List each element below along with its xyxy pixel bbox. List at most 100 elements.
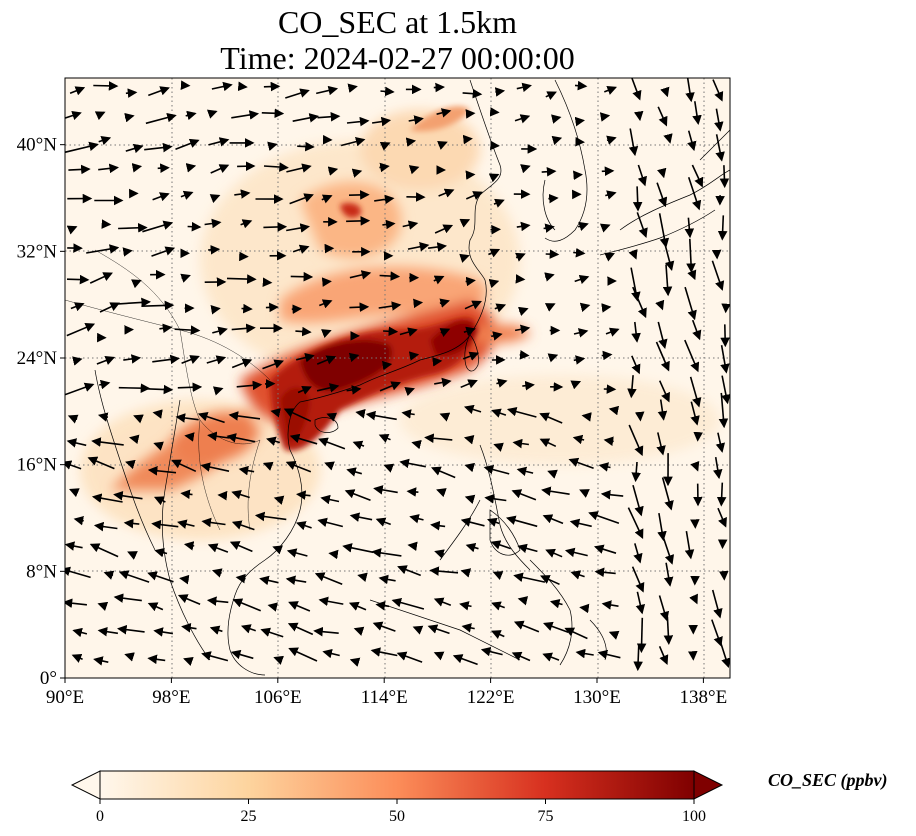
wind-arrow — [573, 328, 589, 338]
wind-arrow — [656, 432, 666, 456]
wind-arrow — [605, 190, 617, 200]
wind-arrow — [434, 377, 452, 388]
wind-arrow — [486, 517, 500, 527]
wind-arrow — [212, 326, 228, 336]
wind-arrow — [206, 109, 218, 119]
wind-arrow — [93, 521, 118, 532]
wind-arrow — [153, 441, 164, 451]
wind-arrow — [405, 137, 417, 147]
wind-arrow — [152, 409, 163, 419]
wind-arrow — [465, 543, 479, 553]
y-tick-label: 0° — [40, 668, 57, 689]
wind-arrow — [568, 457, 594, 469]
wind-arrow — [588, 511, 620, 524]
wind-arrow — [433, 597, 452, 607]
x-tick-label: 98°E — [152, 687, 190, 708]
wind-arrow — [317, 111, 341, 122]
wind-arrow — [517, 306, 529, 316]
wind-arrow — [349, 270, 372, 280]
wind-arrow — [65, 541, 83, 551]
wind-arrow — [72, 627, 88, 638]
wind-arrow — [348, 601, 367, 611]
wind-arrow — [459, 218, 471, 228]
wind-arrow — [231, 110, 260, 120]
wind-arrow — [492, 571, 504, 580]
wind-arrow — [661, 477, 674, 511]
wind-arrow — [231, 490, 250, 500]
wind-arrow — [125, 459, 136, 470]
wind-arrow — [605, 327, 620, 337]
colorbar-gradient — [99, 770, 695, 800]
wind-arrow — [460, 568, 472, 578]
wind-arrow — [209, 625, 223, 635]
wind-arrow — [206, 355, 227, 365]
wind-arrow — [66, 225, 78, 235]
wind-arrow — [483, 464, 510, 475]
wind-arrow — [547, 469, 558, 479]
wind-arrow — [154, 548, 168, 558]
wind-arrow — [603, 436, 614, 446]
wind-arrow — [145, 112, 177, 125]
wind-arrow — [452, 654, 478, 666]
wind-arrow — [488, 173, 500, 183]
wind-arrow — [71, 653, 83, 663]
wind-arrow — [635, 591, 646, 615]
wind-arrow — [113, 491, 143, 501]
wind-arrow — [125, 88, 138, 98]
wind-arrow — [207, 431, 230, 442]
wind-arrow — [288, 601, 311, 612]
wind-arrow — [185, 163, 197, 173]
wind-arrow — [574, 80, 588, 91]
wind-arrow — [581, 412, 592, 422]
wind-arrow — [631, 78, 642, 101]
wind-arrow — [633, 543, 643, 564]
wind-arrow — [488, 278, 500, 289]
wind-arrow — [427, 624, 450, 635]
wind-arrow — [197, 412, 225, 424]
x-tick-label: 106°E — [254, 687, 302, 708]
wind-arrow — [371, 548, 402, 558]
wind-arrow — [206, 596, 229, 606]
wind-arrow — [379, 271, 401, 281]
wind-arrow — [657, 167, 667, 179]
colorbar: 0 25 50 75 100 — [70, 770, 724, 825]
wind-arrow — [175, 413, 199, 423]
wind-arrow — [124, 652, 135, 662]
wind-arrow — [153, 627, 174, 637]
wind-arrow — [232, 598, 261, 612]
wind-arrow — [573, 247, 586, 258]
wind-arrow — [353, 626, 365, 636]
wind-arrow — [407, 541, 418, 552]
wind-arrow — [319, 299, 333, 309]
wind-arrow — [127, 551, 138, 560]
wind-arrow — [505, 515, 538, 528]
wind-arrow — [241, 303, 253, 314]
wind-arrow — [657, 106, 668, 127]
wind-arrow — [349, 302, 370, 312]
wind-arrow — [465, 109, 476, 119]
wind-arrow — [68, 164, 91, 175]
y-tick-label: 16°N — [17, 455, 58, 476]
wind-arrow — [628, 424, 644, 457]
wind-arrow — [117, 624, 145, 635]
wind-arrow — [512, 438, 530, 449]
wind-arrow — [545, 548, 563, 558]
wind-arrow — [327, 166, 339, 176]
wind-arrow — [491, 601, 505, 611]
wind-arrow — [96, 355, 116, 365]
wind-arrow — [692, 101, 702, 125]
wind-arrow — [318, 596, 344, 607]
wind-arrow — [226, 433, 256, 443]
wind-arrow — [348, 190, 370, 200]
wind-arrow — [657, 321, 668, 350]
wind-arrow — [240, 624, 256, 634]
wind-arrow — [462, 88, 483, 99]
wind-arrow — [147, 602, 164, 612]
wind-arrow — [604, 85, 617, 95]
wind-arrow — [65, 598, 87, 608]
wind-arrow — [689, 593, 698, 605]
wind-arrow — [574, 274, 590, 285]
wind-arrow — [352, 440, 365, 450]
wind-arrow — [599, 112, 611, 122]
wind-arrow — [65, 566, 91, 579]
